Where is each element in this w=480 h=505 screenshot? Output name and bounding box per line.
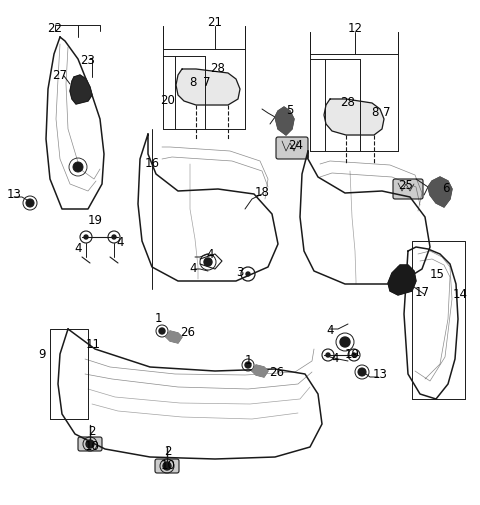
Polygon shape bbox=[324, 100, 384, 136]
Text: 3: 3 bbox=[236, 265, 244, 278]
Circle shape bbox=[246, 273, 250, 276]
Text: 2: 2 bbox=[88, 425, 96, 438]
Text: 26: 26 bbox=[269, 365, 285, 378]
Text: 17: 17 bbox=[415, 285, 430, 298]
Text: 21: 21 bbox=[207, 16, 223, 28]
FancyBboxPatch shape bbox=[393, 180, 423, 199]
Text: 10: 10 bbox=[161, 459, 175, 472]
FancyBboxPatch shape bbox=[276, 138, 308, 160]
Circle shape bbox=[204, 259, 212, 267]
Text: 19: 19 bbox=[345, 348, 360, 361]
Text: 13: 13 bbox=[7, 188, 22, 201]
Text: 23: 23 bbox=[81, 54, 96, 66]
Circle shape bbox=[352, 354, 356, 358]
Text: 8: 8 bbox=[372, 105, 379, 118]
Text: 2: 2 bbox=[164, 444, 172, 458]
Text: 27: 27 bbox=[52, 68, 68, 81]
Text: 13: 13 bbox=[372, 368, 387, 381]
Polygon shape bbox=[428, 178, 452, 208]
Polygon shape bbox=[176, 70, 240, 106]
Circle shape bbox=[340, 337, 350, 347]
Text: 16: 16 bbox=[144, 156, 159, 169]
Text: 10: 10 bbox=[84, 440, 99, 452]
Text: 24: 24 bbox=[288, 138, 303, 151]
Circle shape bbox=[73, 163, 83, 173]
Polygon shape bbox=[388, 266, 416, 295]
Circle shape bbox=[245, 362, 251, 368]
Text: 6: 6 bbox=[442, 181, 450, 194]
Text: 5: 5 bbox=[286, 104, 294, 116]
Text: 1: 1 bbox=[154, 311, 162, 324]
Text: 28: 28 bbox=[341, 95, 355, 108]
Text: 22: 22 bbox=[48, 21, 62, 34]
Text: 1: 1 bbox=[244, 353, 252, 366]
Circle shape bbox=[159, 328, 165, 334]
Polygon shape bbox=[70, 76, 92, 105]
Text: 7: 7 bbox=[383, 105, 391, 118]
Text: 15: 15 bbox=[430, 268, 444, 281]
Polygon shape bbox=[166, 331, 182, 343]
Text: 28: 28 bbox=[211, 62, 226, 74]
Text: 4: 4 bbox=[206, 248, 214, 261]
FancyBboxPatch shape bbox=[155, 459, 179, 473]
Text: 19: 19 bbox=[87, 213, 103, 226]
Text: 14: 14 bbox=[453, 288, 468, 301]
Polygon shape bbox=[252, 365, 268, 377]
Text: 12: 12 bbox=[348, 21, 362, 34]
Circle shape bbox=[326, 354, 330, 358]
FancyBboxPatch shape bbox=[78, 437, 102, 451]
Circle shape bbox=[112, 235, 116, 239]
Circle shape bbox=[358, 368, 366, 376]
Text: 20: 20 bbox=[161, 93, 175, 106]
Text: 18: 18 bbox=[254, 185, 269, 198]
Circle shape bbox=[26, 199, 34, 208]
Circle shape bbox=[86, 440, 94, 448]
Text: 4: 4 bbox=[326, 323, 334, 336]
Text: 4: 4 bbox=[74, 241, 82, 254]
Circle shape bbox=[84, 235, 88, 239]
Text: 11: 11 bbox=[85, 338, 100, 351]
Text: 4: 4 bbox=[116, 236, 124, 249]
Polygon shape bbox=[275, 108, 294, 136]
Text: 4: 4 bbox=[189, 261, 197, 274]
Text: 8: 8 bbox=[189, 75, 197, 88]
Text: 7: 7 bbox=[203, 75, 211, 88]
Text: 4: 4 bbox=[331, 351, 339, 364]
Text: 25: 25 bbox=[398, 178, 413, 191]
Text: 9: 9 bbox=[38, 348, 46, 361]
Text: 26: 26 bbox=[180, 325, 195, 338]
Circle shape bbox=[163, 462, 171, 470]
